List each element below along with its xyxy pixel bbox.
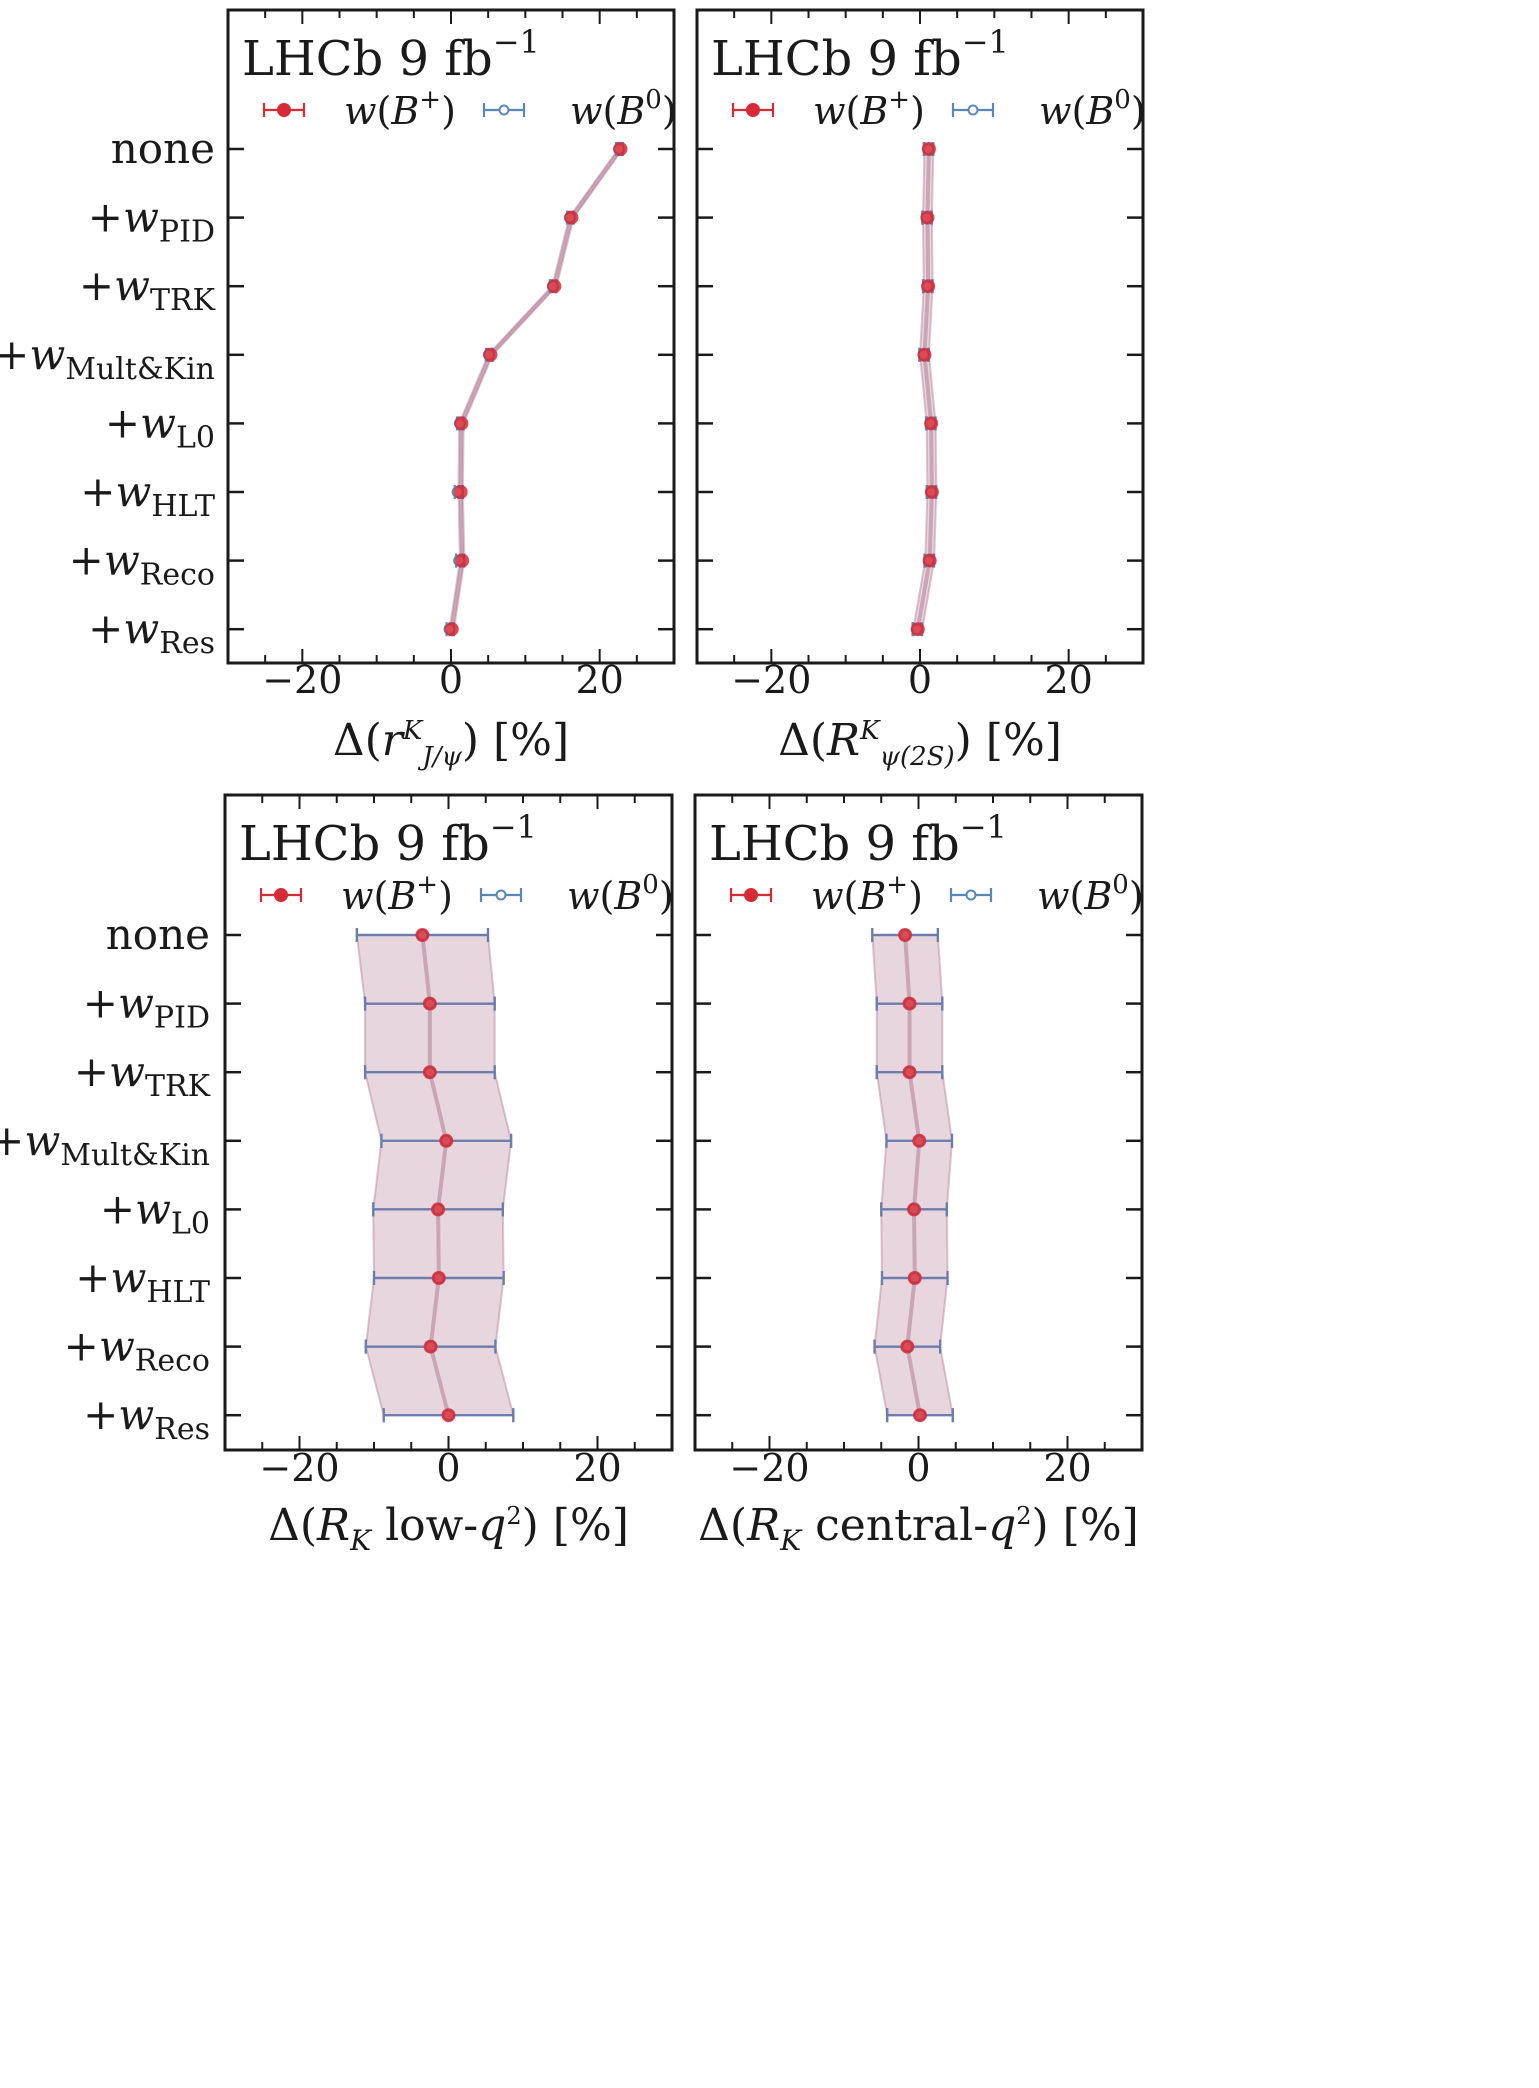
legend-marker-b0 [967, 104, 979, 116]
category-label: +wTRK [79, 261, 216, 318]
category-label: +wMult&Kin [0, 1116, 210, 1173]
marker-bplus [898, 928, 913, 942]
category-label: +wRes [83, 1390, 210, 1447]
marker-bplus [431, 1271, 446, 1285]
x-tick-label: 0 [439, 658, 463, 702]
legend: w(B+) w(B0) [262, 85, 677, 133]
central-line [420, 934, 451, 1416]
category-label: none [106, 910, 210, 959]
marker-bplus [454, 416, 469, 431]
legend: w(B+) w(B0) [729, 870, 1144, 918]
x-tick-label: 0 [906, 1446, 930, 1490]
x-axis-label: Δ(rKJ/ψ) [%] [333, 715, 569, 772]
legend-label-b0: w(B0) [1039, 85, 1146, 133]
marker-bplus [900, 1339, 915, 1354]
chart-panel-4: −20 0 20 LHCb 9 fb−1w(B+) w(B0) Δ(RK central-… [693, 793, 1144, 1557]
category-label: +wL0 [105, 398, 215, 455]
marker-bplus [455, 553, 470, 568]
marker-bplus [483, 347, 498, 362]
marker-bplus [415, 928, 430, 942]
category-label: +wMult&Kin [0, 330, 215, 387]
marker-bplus [922, 553, 937, 568]
marker-bplus [453, 485, 468, 499]
category-label: +wRes [88, 604, 215, 661]
legend: w(B+) w(B0) [259, 870, 674, 918]
legend-marker-b0 [965, 889, 977, 901]
marker-bplus [912, 1408, 927, 1423]
legend-label-b0: w(B0) [570, 85, 677, 133]
x-axis-label: Δ(RK low-q2) [%] [268, 1500, 629, 1557]
marker-bplus [907, 1202, 922, 1217]
x-tick-label: −20 [731, 658, 811, 702]
marker-bplus [431, 1202, 446, 1217]
marker-bplus [564, 210, 579, 225]
marker-bplus [423, 1339, 438, 1354]
marker-bplus [910, 622, 925, 637]
legend-marker-b0 [495, 889, 507, 901]
x-tick-label: 20 [573, 1446, 621, 1490]
x-tick-label: 0 [908, 658, 932, 702]
x-tick-label: 20 [1044, 658, 1092, 702]
x-tick-label: −20 [729, 1446, 809, 1490]
category-label: +wL0 [100, 1184, 210, 1241]
marker-bplus [422, 1065, 437, 1080]
category-label: none [111, 124, 215, 173]
legend-label-b0: w(B0) [567, 870, 674, 918]
category-label: +wPID [83, 979, 210, 1036]
legend-marker-bplus [746, 103, 760, 117]
legend-label-bplus: w(B+) [813, 85, 925, 133]
legend-label-bplus: w(B+) [344, 85, 456, 133]
marker-bplus [924, 416, 939, 431]
marker-bplus [902, 996, 917, 1011]
panel-title: LHCb 9 fb−1 [239, 808, 537, 872]
x-tick-label: −20 [262, 658, 342, 702]
row-separator [0, 776, 1539, 788]
legend-label-b0: w(B0) [1037, 870, 1144, 918]
legend-marker-bplus [744, 888, 758, 902]
marker-bplus [439, 1133, 454, 1148]
legend-label-bplus: w(B+) [811, 870, 923, 918]
category-label: +wReco [69, 536, 215, 593]
marker-bplus [902, 1065, 917, 1080]
x-tick-label: 20 [1043, 1446, 1091, 1490]
category-label: +wTRK [74, 1047, 211, 1104]
central-line [915, 148, 934, 630]
marker-bplus [920, 210, 935, 225]
legend-marker-bplus [274, 888, 288, 902]
marker-bplus [422, 996, 437, 1011]
chart-panel-3: −20 0 20 none +wPID +wTRK +wMult&Kin +wL0 +wHLT +… [0, 793, 674, 1557]
x-tick-label: 20 [575, 658, 623, 702]
marker-bplus [912, 1133, 927, 1148]
central-line [903, 934, 922, 1416]
marker-bplus [907, 1271, 922, 1285]
marker-bplus [921, 279, 936, 294]
legend: w(B+) w(B0) [731, 85, 1146, 133]
x-tick-label: 0 [436, 1446, 460, 1490]
marker-bplus [924, 485, 939, 499]
panel-title: LHCb 9 fb−1 [242, 23, 540, 87]
chart-panel-1: −20 0 20 none +wPID +wTRK +wMult&Kin +wL0 +wHLT +… [0, 8, 677, 772]
panel-title: LHCb 9 fb−1 [711, 23, 1009, 87]
legend-label-bplus: w(B+) [341, 870, 453, 918]
marker-bplus [921, 142, 936, 156]
panel-title: LHCb 9 fb−1 [709, 808, 1007, 872]
category-label: +wHLT [80, 467, 215, 524]
marker-bplus [917, 347, 932, 362]
marker-bplus [444, 622, 459, 637]
category-label: +wReco [64, 1322, 210, 1379]
category-label: +wPID [88, 193, 215, 250]
marker-bplus [441, 1408, 456, 1423]
central-line [449, 147, 623, 630]
category-label: +wHLT [75, 1253, 210, 1310]
legend-marker-bplus [277, 103, 291, 117]
legend-marker-b0 [498, 104, 510, 116]
chart-panel-2: −20 0 20 LHCb 9 fb−1w(B+) w(B0) Δ(RKψ(2S)) [%… [695, 8, 1146, 772]
x-axis-label: Δ(RKψ(2S)) [%] [778, 715, 1062, 772]
marker-bplus [613, 142, 628, 156]
marker-bplus [547, 279, 562, 294]
x-tick-label: −20 [259, 1446, 339, 1490]
x-axis-label: Δ(RK central-q2) [%] [698, 1500, 1139, 1557]
